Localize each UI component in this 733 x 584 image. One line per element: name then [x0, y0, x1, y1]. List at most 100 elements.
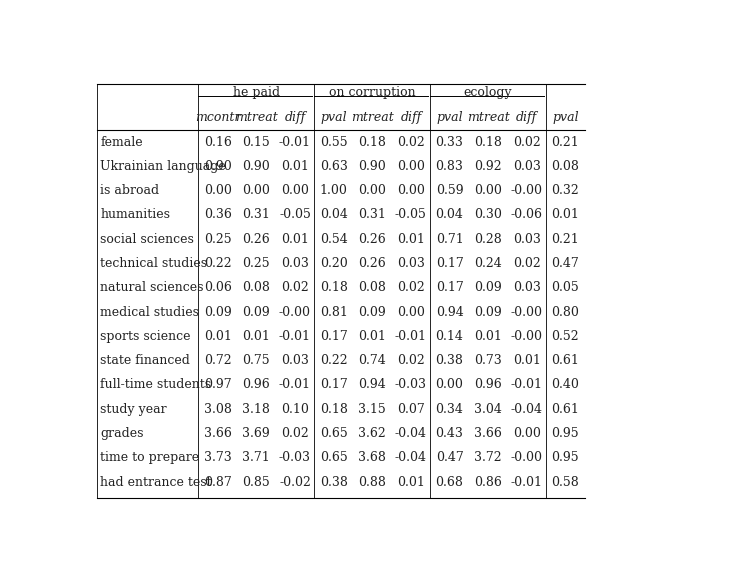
Text: 0.00: 0.00	[358, 184, 386, 197]
Text: 0.00: 0.00	[397, 305, 425, 319]
Text: 0.18: 0.18	[320, 281, 347, 294]
Text: 0.03: 0.03	[513, 233, 541, 246]
Text: pval: pval	[552, 112, 579, 124]
Text: 0.81: 0.81	[320, 305, 347, 319]
Text: -0.05: -0.05	[279, 208, 311, 221]
Text: 0.01: 0.01	[358, 330, 386, 343]
Text: -0.03: -0.03	[279, 451, 311, 464]
Text: 0.01: 0.01	[551, 208, 579, 221]
Text: 0.75: 0.75	[243, 354, 270, 367]
Text: 0.61: 0.61	[551, 354, 579, 367]
Text: 3.62: 3.62	[358, 427, 386, 440]
Text: 0.97: 0.97	[204, 378, 232, 391]
Text: study year: study year	[100, 403, 167, 416]
Text: grades: grades	[100, 427, 144, 440]
Text: 0.90: 0.90	[358, 160, 386, 173]
Text: 0.04: 0.04	[435, 208, 463, 221]
Text: 0.63: 0.63	[320, 160, 347, 173]
Text: 0.31: 0.31	[243, 208, 270, 221]
Text: 0.90: 0.90	[243, 160, 270, 173]
Text: 0.01: 0.01	[281, 160, 309, 173]
Text: 0.21: 0.21	[551, 135, 579, 148]
Text: 0.03: 0.03	[513, 281, 541, 294]
Text: 0.14: 0.14	[435, 330, 463, 343]
Text: -0.06: -0.06	[511, 208, 542, 221]
Text: 0.25: 0.25	[243, 257, 270, 270]
Text: 0.17: 0.17	[435, 281, 463, 294]
Text: -0.00: -0.00	[511, 305, 542, 319]
Text: 0.68: 0.68	[435, 475, 463, 489]
Text: 0.26: 0.26	[243, 233, 270, 246]
Text: -0.02: -0.02	[279, 475, 311, 489]
Text: 0.01: 0.01	[397, 233, 425, 246]
Text: 0.00: 0.00	[513, 427, 541, 440]
Text: 0.33: 0.33	[435, 135, 463, 148]
Text: 3.18: 3.18	[243, 403, 270, 416]
Text: 0.36: 0.36	[204, 208, 232, 221]
Text: 0.05: 0.05	[551, 281, 579, 294]
Text: 0.03: 0.03	[281, 354, 309, 367]
Text: 0.08: 0.08	[358, 281, 386, 294]
Text: 0.34: 0.34	[435, 403, 463, 416]
Text: he paid: he paid	[233, 86, 280, 99]
Text: 3.15: 3.15	[358, 403, 386, 416]
Text: medical studies: medical studies	[100, 305, 199, 319]
Text: time to prepare: time to prepare	[100, 451, 199, 464]
Text: 0.95: 0.95	[552, 451, 579, 464]
Text: 0.21: 0.21	[551, 233, 579, 246]
Text: 0.17: 0.17	[435, 257, 463, 270]
Text: 0.94: 0.94	[435, 305, 463, 319]
Text: 0.73: 0.73	[474, 354, 502, 367]
Text: 0.03: 0.03	[513, 160, 541, 173]
Text: -0.00: -0.00	[511, 330, 542, 343]
Text: 0.18: 0.18	[320, 403, 347, 416]
Text: social sciences: social sciences	[100, 233, 194, 246]
Text: diff: diff	[400, 112, 421, 124]
Text: 0.96: 0.96	[243, 378, 270, 391]
Text: 3.68: 3.68	[358, 451, 386, 464]
Text: 0.01: 0.01	[281, 233, 309, 246]
Text: 0.47: 0.47	[435, 451, 463, 464]
Text: 0.26: 0.26	[358, 233, 386, 246]
Text: 0.58: 0.58	[551, 475, 579, 489]
Text: -0.04: -0.04	[395, 427, 427, 440]
Text: 0.07: 0.07	[397, 403, 424, 416]
Text: 0.22: 0.22	[320, 354, 347, 367]
Text: 3.66: 3.66	[204, 427, 232, 440]
Text: 0.03: 0.03	[281, 257, 309, 270]
Text: -0.04: -0.04	[511, 403, 542, 416]
Text: 0.02: 0.02	[397, 135, 424, 148]
Text: 3.69: 3.69	[243, 427, 270, 440]
Text: 0.30: 0.30	[474, 208, 502, 221]
Text: 0.52: 0.52	[552, 330, 579, 343]
Text: 0.65: 0.65	[320, 451, 347, 464]
Text: 0.22: 0.22	[204, 257, 232, 270]
Text: -0.01: -0.01	[511, 378, 542, 391]
Text: ecology: ecology	[464, 86, 512, 99]
Text: 0.59: 0.59	[435, 184, 463, 197]
Text: pval: pval	[320, 112, 347, 124]
Text: 0.54: 0.54	[320, 233, 347, 246]
Text: 0.01: 0.01	[204, 330, 232, 343]
Text: 1.00: 1.00	[320, 184, 347, 197]
Text: 0.03: 0.03	[397, 257, 425, 270]
Text: -0.05: -0.05	[395, 208, 427, 221]
Text: full-time students: full-time students	[100, 378, 211, 391]
Text: 0.16: 0.16	[204, 135, 232, 148]
Text: 0.83: 0.83	[435, 160, 463, 173]
Text: on corruption: on corruption	[329, 86, 416, 99]
Text: 0.47: 0.47	[551, 257, 579, 270]
Text: 0.86: 0.86	[474, 475, 502, 489]
Text: 0.04: 0.04	[320, 208, 347, 221]
Text: diff: diff	[516, 112, 537, 124]
Text: 0.00: 0.00	[474, 184, 502, 197]
Text: 0.09: 0.09	[243, 305, 270, 319]
Text: had entrance test: had entrance test	[100, 475, 212, 489]
Text: 0.08: 0.08	[243, 281, 270, 294]
Text: 0.09: 0.09	[358, 305, 386, 319]
Text: 0.72: 0.72	[204, 354, 232, 367]
Text: 0.20: 0.20	[320, 257, 347, 270]
Text: 0.01: 0.01	[513, 354, 541, 367]
Text: 0.61: 0.61	[551, 403, 579, 416]
Text: 0.09: 0.09	[474, 305, 502, 319]
